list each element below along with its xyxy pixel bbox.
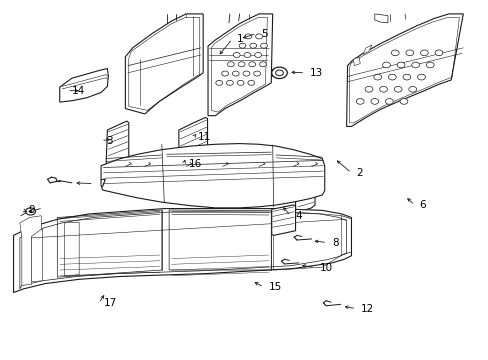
- Circle shape: [356, 99, 364, 104]
- Circle shape: [248, 62, 255, 67]
- Polygon shape: [374, 14, 387, 23]
- Circle shape: [26, 208, 35, 215]
- Text: 17: 17: [103, 298, 117, 308]
- Circle shape: [420, 50, 427, 56]
- Circle shape: [390, 50, 398, 56]
- Circle shape: [254, 53, 261, 58]
- Circle shape: [221, 71, 228, 76]
- Circle shape: [399, 99, 407, 104]
- Text: 6: 6: [419, 200, 426, 210]
- Circle shape: [405, 50, 413, 56]
- Text: 9: 9: [28, 205, 35, 215]
- Circle shape: [417, 74, 425, 80]
- Text: 16: 16: [188, 159, 202, 169]
- Circle shape: [434, 50, 442, 56]
- Circle shape: [370, 99, 378, 104]
- Circle shape: [237, 80, 244, 85]
- Text: 7: 7: [99, 179, 105, 189]
- Circle shape: [253, 71, 260, 76]
- Polygon shape: [64, 222, 79, 276]
- Circle shape: [227, 62, 234, 67]
- Text: 2: 2: [356, 168, 362, 178]
- Circle shape: [379, 86, 386, 92]
- Polygon shape: [20, 216, 41, 285]
- Text: 5: 5: [261, 28, 267, 39]
- Circle shape: [249, 43, 256, 48]
- Text: 1: 1: [237, 34, 244, 44]
- Circle shape: [232, 71, 239, 76]
- Circle shape: [260, 43, 267, 48]
- Circle shape: [239, 43, 245, 48]
- Text: 11: 11: [198, 132, 211, 142]
- Circle shape: [411, 62, 419, 68]
- Text: 10: 10: [319, 262, 332, 273]
- Circle shape: [382, 62, 389, 68]
- Text: 8: 8: [331, 238, 338, 248]
- Circle shape: [243, 71, 249, 76]
- Circle shape: [255, 34, 262, 39]
- Polygon shape: [31, 229, 42, 282]
- Polygon shape: [353, 57, 360, 66]
- Polygon shape: [60, 68, 108, 102]
- Text: 15: 15: [268, 282, 282, 292]
- Circle shape: [238, 62, 244, 67]
- Polygon shape: [179, 117, 207, 169]
- Polygon shape: [14, 208, 351, 293]
- Circle shape: [244, 53, 250, 58]
- Polygon shape: [125, 14, 203, 114]
- Circle shape: [408, 86, 416, 92]
- Polygon shape: [346, 14, 462, 126]
- Circle shape: [233, 53, 240, 58]
- Circle shape: [396, 62, 404, 68]
- Text: 13: 13: [309, 68, 323, 78]
- Circle shape: [215, 80, 222, 85]
- Polygon shape: [106, 121, 128, 171]
- Polygon shape: [295, 162, 314, 213]
- Polygon shape: [271, 205, 295, 235]
- Circle shape: [275, 70, 283, 76]
- Text: 4: 4: [295, 211, 302, 221]
- Polygon shape: [207, 14, 272, 116]
- Polygon shape: [363, 45, 371, 54]
- Circle shape: [29, 210, 32, 213]
- Circle shape: [387, 74, 395, 80]
- Circle shape: [393, 86, 401, 92]
- Circle shape: [402, 74, 410, 80]
- Circle shape: [365, 86, 372, 92]
- Circle shape: [271, 67, 287, 78]
- Text: 14: 14: [72, 86, 85, 96]
- Circle shape: [247, 80, 254, 85]
- Circle shape: [259, 62, 266, 67]
- Circle shape: [426, 62, 433, 68]
- Circle shape: [373, 74, 381, 80]
- Circle shape: [385, 99, 392, 104]
- Text: 12: 12: [361, 303, 374, 314]
- Circle shape: [226, 80, 233, 85]
- Text: 3: 3: [106, 136, 112, 146]
- Circle shape: [244, 34, 251, 39]
- Polygon shape: [101, 144, 324, 208]
